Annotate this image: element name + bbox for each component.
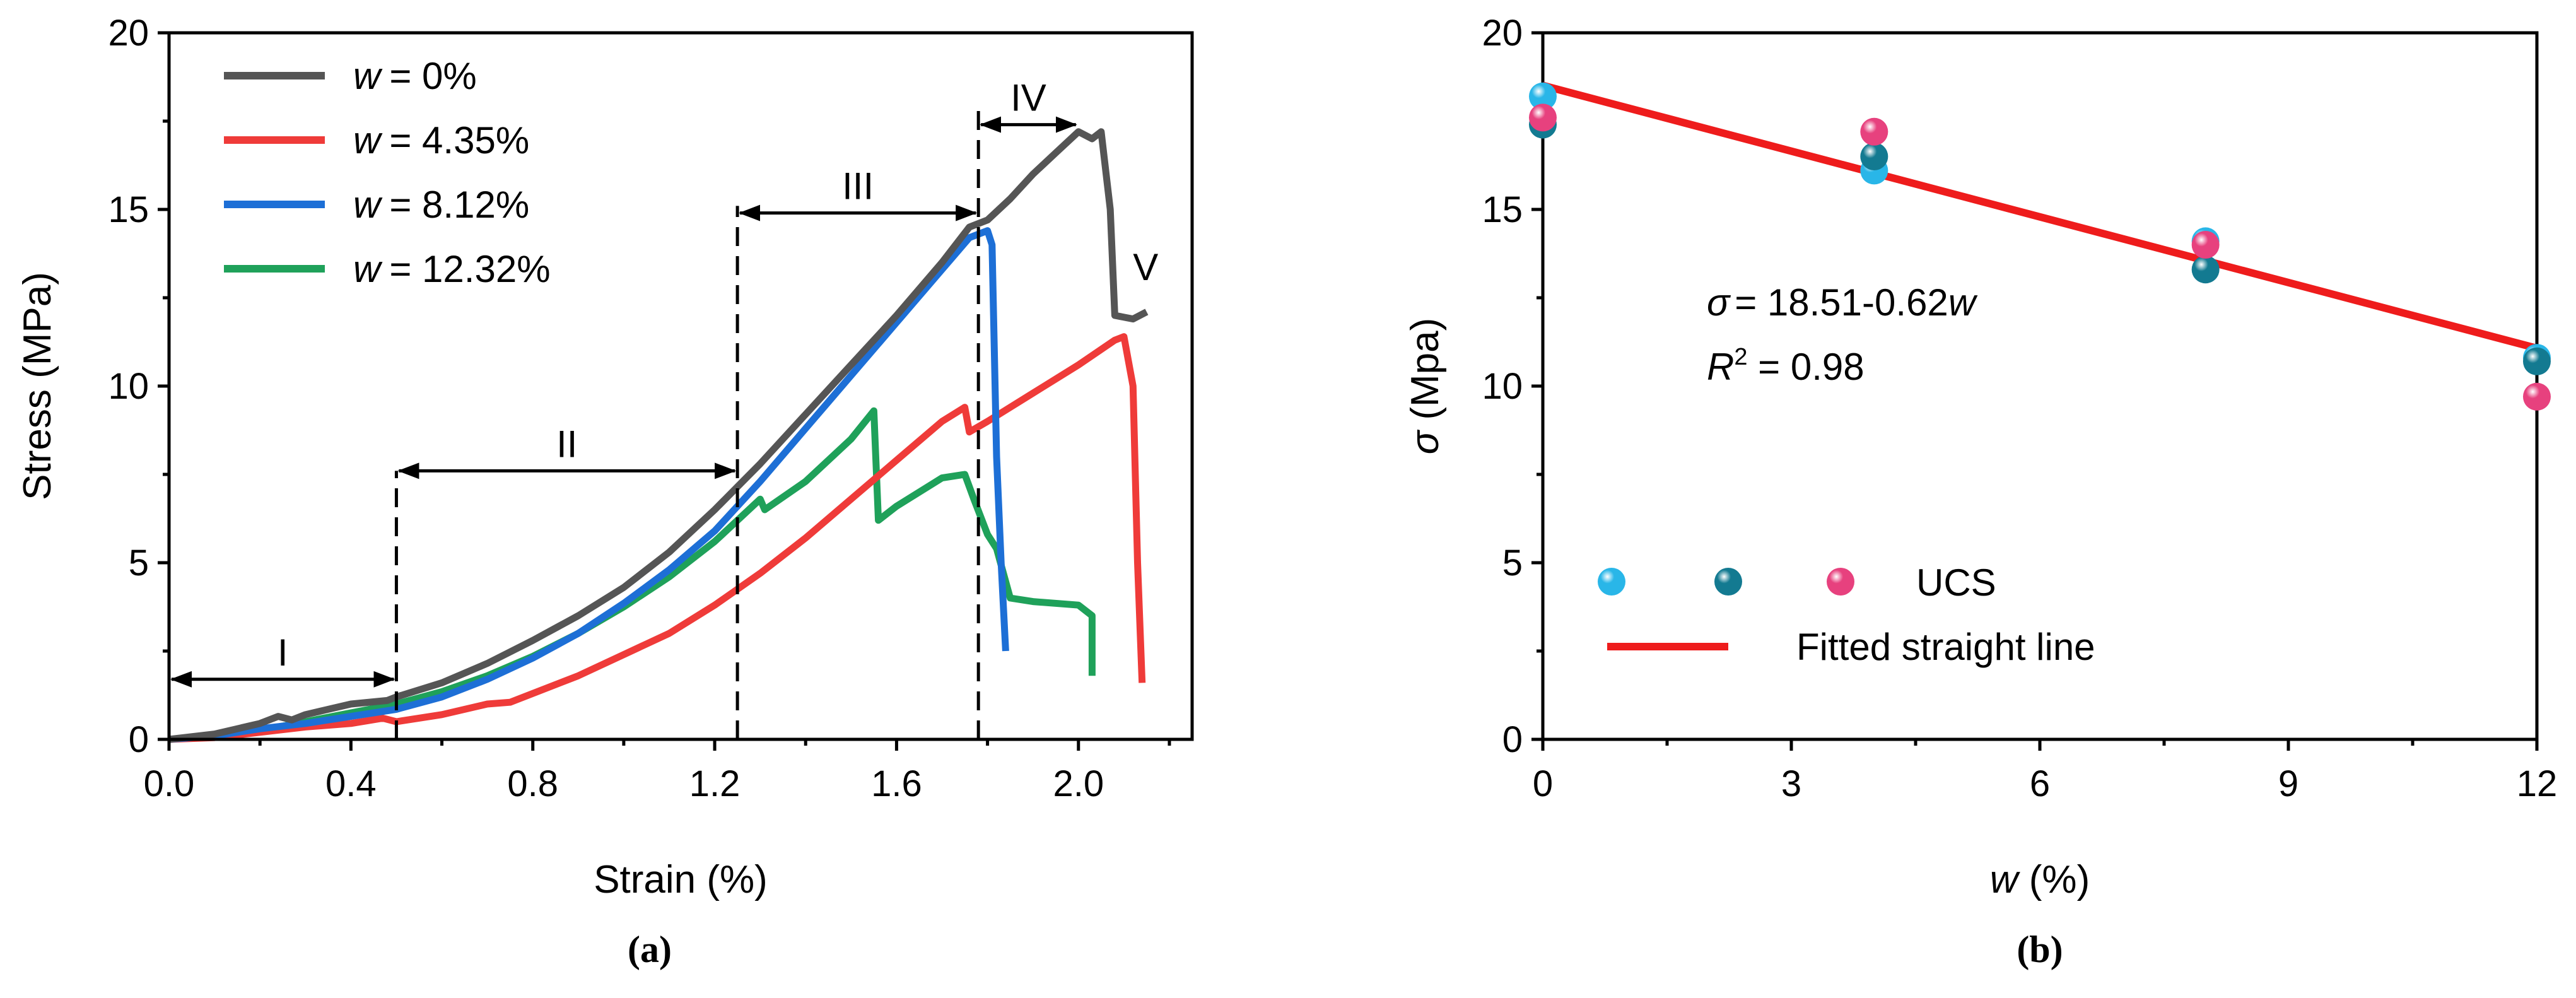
chart-a-ytick-label: 15 xyxy=(108,189,149,230)
chart-a-ylabel: Stress (MPa) xyxy=(16,272,59,500)
data-point-s2 xyxy=(2523,347,2551,375)
series-line-3 xyxy=(168,407,1096,743)
chart-a-ytick-label: 20 xyxy=(108,13,149,54)
stage-label-III: III xyxy=(842,165,874,208)
chart-b-caption: (b) xyxy=(2017,929,2063,970)
chart-b-xtick-label: 0 xyxy=(1533,763,1553,804)
data-point-s2 xyxy=(1860,143,1888,170)
chart-b-points xyxy=(1529,82,2551,411)
chart-a-ticks xyxy=(158,31,1171,751)
chart-b-xtick-label: 9 xyxy=(2278,763,2298,804)
chart-b-ytick-label: 5 xyxy=(1502,543,1523,584)
chart-b-ytick-label: 15 xyxy=(1482,189,1523,230)
chart-a-xtick-label: 1.2 xyxy=(689,763,741,804)
chart-a-xlabel: Strain (%) xyxy=(594,858,768,901)
chart-b-ytick-label: 0 xyxy=(1502,719,1523,760)
chart-a-xtick-label: 2.0 xyxy=(1053,763,1104,804)
chart-b-legend-line-label: Fitted straight line xyxy=(1796,626,2095,668)
chart-a-ytick-label: 10 xyxy=(108,366,149,407)
chart-b-r2: R2 = 0.98 xyxy=(1707,344,1865,388)
chart-a-ytick-label: 5 xyxy=(129,543,149,584)
chart-a-xtick-label: 0.4 xyxy=(325,763,377,804)
chart-b-legend: UCS Fitted straight line xyxy=(1598,561,2095,668)
chart-a-ytick-label: 0 xyxy=(129,719,149,760)
stage-label-I: I xyxy=(278,631,288,674)
chart-b-fit xyxy=(1542,81,2538,352)
chart-b-xtick-label: 6 xyxy=(2030,763,2050,804)
chart-b-ticks xyxy=(1531,31,2539,751)
series-line-0 xyxy=(168,128,1149,743)
data-point-s3 xyxy=(1529,103,1557,132)
legend-marker-2 xyxy=(1827,568,1854,596)
stage-label-IV: IV xyxy=(1010,77,1046,119)
stage-label-II: II xyxy=(556,423,577,465)
chart-a-caption: (a) xyxy=(628,929,672,970)
chart-b-equation: σ = 18.51-0.62w xyxy=(1707,281,1978,324)
chart-a-lines xyxy=(168,128,1149,743)
data-point-s1 xyxy=(1529,82,1557,110)
data-point-s3 xyxy=(2523,382,2551,411)
chart-b-xtick-label: 12 xyxy=(2517,763,2558,804)
legend-label-2: w = 8.12% xyxy=(353,184,529,226)
chart-a-xtick-label: 0.0 xyxy=(144,763,195,804)
fit-line xyxy=(1542,81,2538,352)
chart-b-legend-ucs-label: UCS xyxy=(1916,561,1996,604)
stage-label-V: V xyxy=(1133,246,1158,288)
chart-b: 0 3 6 9 12 0 5 10 15 20 w (%) σ (Mpa) (b… xyxy=(1403,13,2557,970)
legend-marker-0 xyxy=(1598,568,1625,596)
series-line-2 xyxy=(168,227,1009,743)
data-point-s3 xyxy=(2191,231,2220,259)
legend-label-3: w = 12.32% xyxy=(353,248,551,290)
chart-b-ytick-label: 10 xyxy=(1482,366,1523,407)
legend-label-1: w = 4.35% xyxy=(353,119,529,161)
chart-b-ylabel: σ (Mpa) xyxy=(1403,318,1447,455)
chart-b-ytick-label: 20 xyxy=(1482,13,1523,54)
chart-a-xtick-label: 1.6 xyxy=(871,763,922,804)
chart-a-legend: w = 0% w = 4.35% w = 8.12% w = 12.32% xyxy=(224,55,551,290)
chart-b-xtick-label: 3 xyxy=(1781,763,1801,804)
chart-a-xtick-label: 0.8 xyxy=(507,763,558,804)
legend-marker-1 xyxy=(1714,568,1742,596)
legend-label-0: w = 0% xyxy=(353,55,477,97)
data-point-s3 xyxy=(1860,117,1888,146)
chart-b-xlabel: w (%) xyxy=(1990,858,2090,901)
data-point-s2 xyxy=(2191,255,2220,284)
